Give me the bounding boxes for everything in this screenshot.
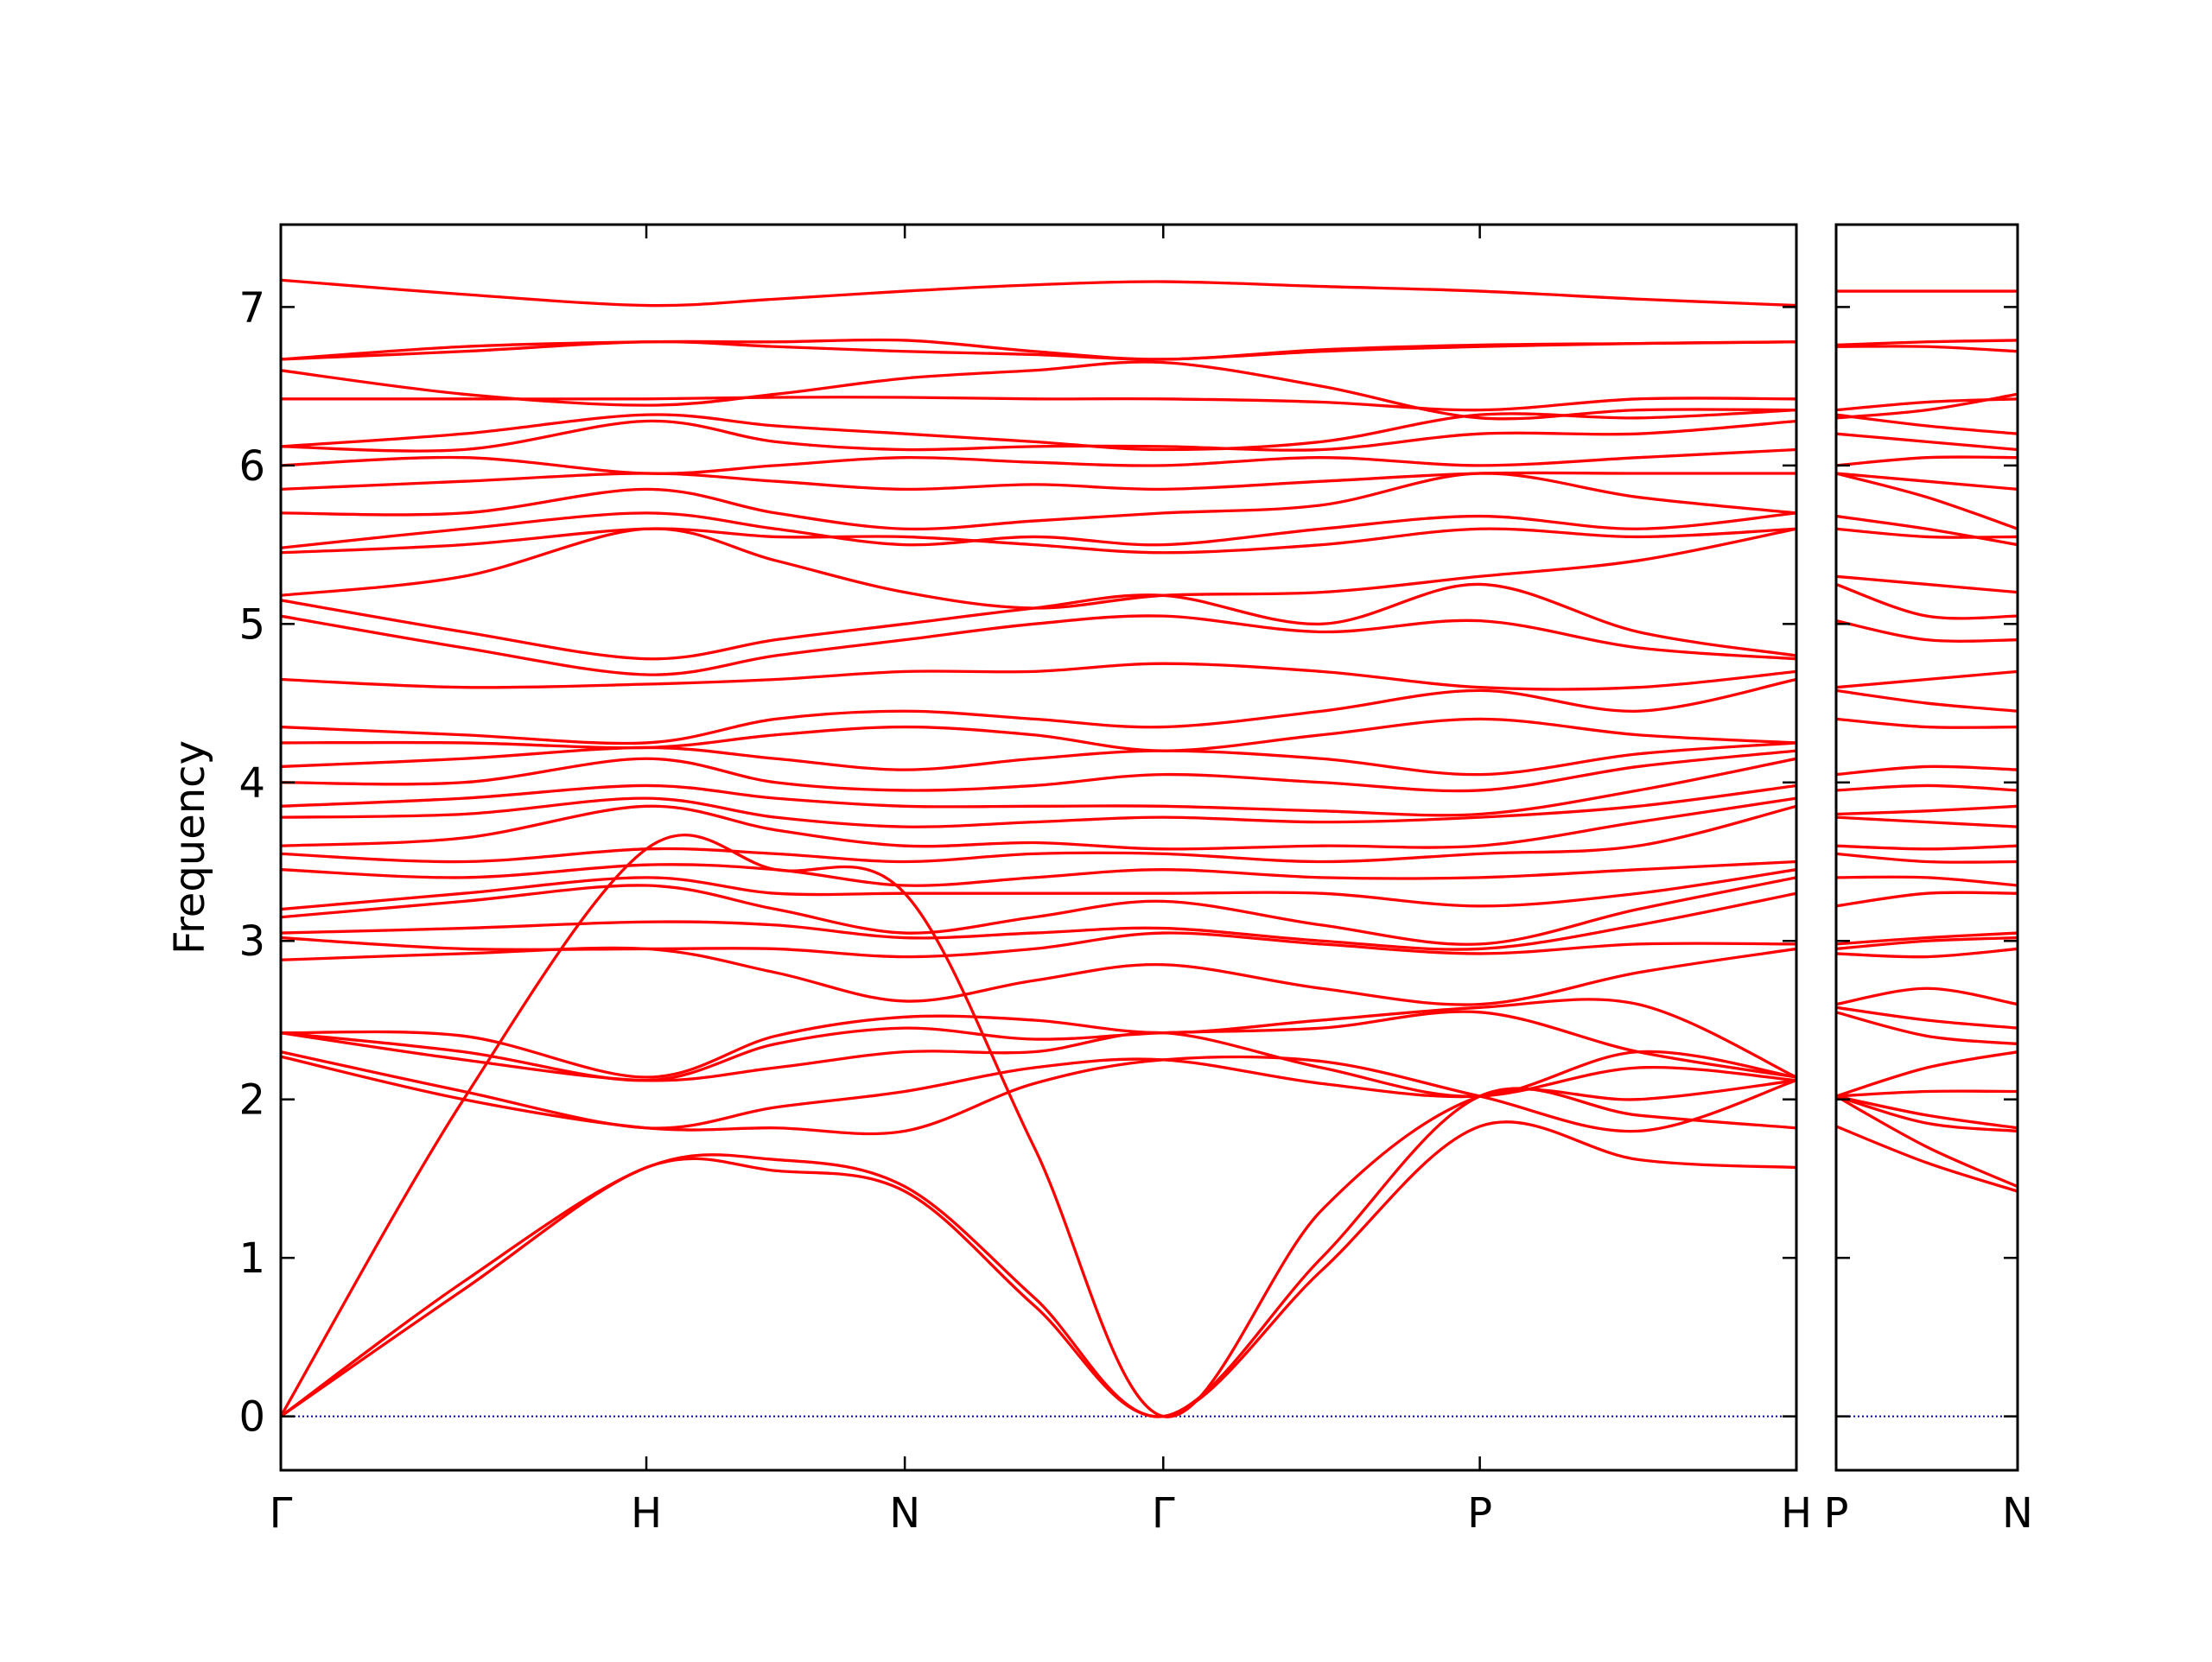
- y-tick-label: 4: [238, 759, 265, 808]
- x-tick-label: N: [2002, 1489, 2033, 1538]
- y-tick-label: 6: [238, 442, 265, 491]
- band-line: [1836, 392, 2018, 420]
- band-line: [281, 527, 1796, 610]
- band-line: [281, 860, 1796, 887]
- band-line: [281, 741, 1796, 777]
- y-tick-label: 7: [238, 283, 265, 332]
- band-line: [1836, 717, 2018, 729]
- band-line: [1836, 1125, 2018, 1193]
- band-line: [1836, 669, 2018, 689]
- band-line: [1836, 1089, 2018, 1098]
- band-line: [281, 783, 1796, 828]
- band-line: [1836, 472, 2018, 530]
- band-line: [281, 582, 1796, 661]
- band-line: [1836, 1005, 2018, 1030]
- band-line: [1836, 875, 2018, 887]
- band-line: [281, 1055, 1796, 1136]
- band-line: [1836, 574, 2018, 594]
- band-line: [1836, 1094, 2018, 1189]
- band-line: [1836, 783, 2018, 792]
- band-line: [1836, 472, 2018, 492]
- band-line: [281, 868, 1796, 911]
- x-tick-label: N: [889, 1489, 920, 1538]
- band-line: [281, 1031, 1796, 1098]
- x-tick-label: Γ: [270, 1489, 293, 1538]
- band-line: [281, 338, 1796, 361]
- band-line: [1836, 1094, 2018, 1130]
- band-line: [281, 662, 1796, 691]
- band-line: [281, 511, 1796, 549]
- plot-frame: [1834, 223, 2019, 1472]
- band-line: [1836, 815, 2018, 828]
- band-line: [281, 396, 1796, 412]
- band-line: [281, 749, 1796, 793]
- band-line: [281, 1010, 1796, 1082]
- plot-area: [1836, 289, 2018, 1418]
- band-line: [281, 796, 1796, 851]
- y-tick-label: 0: [238, 1393, 265, 1442]
- band-line: [281, 931, 1796, 959]
- band-line: [1836, 1094, 2018, 1133]
- band-line: [1836, 764, 2018, 777]
- band-line: [281, 471, 1796, 492]
- y-tick-label: 3: [238, 917, 265, 966]
- band-line: [281, 717, 1796, 752]
- x-tick-label: Γ: [1152, 1489, 1175, 1538]
- y-tick-label: 1: [238, 1234, 265, 1283]
- band-line: [281, 278, 1796, 308]
- band-line: [1836, 852, 2018, 864]
- band-line: [1836, 986, 2018, 1006]
- plot-area: [281, 278, 1796, 1418]
- band-line: [1836, 455, 2018, 467]
- band-line: [1836, 891, 2018, 908]
- band-line: [1836, 804, 2018, 816]
- band-line: [281, 804, 1796, 864]
- band-line: [281, 419, 1796, 453]
- band-line: [281, 1120, 1796, 1418]
- band-line: [1836, 619, 2018, 643]
- band-line: [1836, 514, 2018, 547]
- band-line: [281, 876, 1796, 946]
- band-line: [1836, 1011, 2018, 1046]
- band-line: [281, 447, 1796, 475]
- band-line: [1836, 527, 2018, 539]
- band-line: [281, 677, 1796, 745]
- band-line: [281, 614, 1796, 676]
- band-line: [1836, 947, 2018, 959]
- band-line: [281, 891, 1796, 951]
- x-tick-label: P: [1824, 1489, 1849, 1538]
- x-tick-label: H: [631, 1489, 662, 1538]
- band-line: [1836, 844, 2018, 851]
- band-line: [1836, 432, 2018, 452]
- panel: 0 1 2 3 4 5 6 7 Γ H N Γ P H Frequency: [166, 223, 1812, 1538]
- band-line: [281, 527, 1796, 555]
- band-line: [1836, 688, 2018, 713]
- band-line: [1836, 582, 2018, 620]
- band-line: [1836, 413, 2018, 435]
- plot-frame: [279, 223, 1798, 1472]
- y-tick-label: 2: [238, 1076, 265, 1125]
- y-axis-label: Frequency: [166, 740, 214, 955]
- band-line: [1836, 936, 2018, 951]
- band-line: [281, 360, 1796, 421]
- band-line: [281, 757, 1796, 817]
- band-line: [1836, 345, 2018, 353]
- band-line: [1836, 1050, 2018, 1098]
- band-line: [281, 946, 1796, 1006]
- band-line: [281, 833, 1796, 1418]
- band-line: [281, 1050, 1796, 1130]
- band-line: [1836, 339, 2018, 347]
- band-line: [281, 409, 1796, 452]
- band-line: [281, 472, 1796, 531]
- x-tick-label: P: [1467, 1489, 1492, 1538]
- band-line: [1836, 931, 2018, 946]
- band-line: [281, 998, 1796, 1079]
- y-tick-label: 5: [238, 600, 265, 649]
- x-tick-label: H: [1781, 1489, 1812, 1538]
